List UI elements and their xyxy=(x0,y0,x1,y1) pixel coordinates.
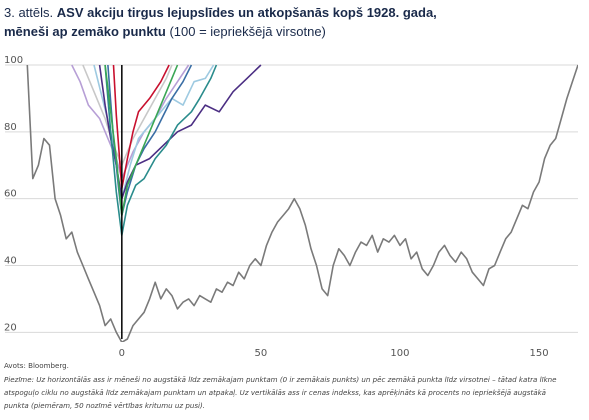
series-line xyxy=(112,64,170,190)
note-line: punkta (piemēram, 50 nozīmē vērtības kri… xyxy=(3,401,205,410)
subtitle: (100 = iepriekšējā virsotne) xyxy=(169,24,326,39)
y-tick-label: 80 xyxy=(4,122,17,133)
note-line: atspoguļo ciklu no augstākā līdz zemākaj… xyxy=(4,388,546,397)
series-line xyxy=(104,64,179,217)
chart-title: 3. attēls. ASV akciju tirgus lejupslīdes… xyxy=(4,3,484,41)
source: Avots: Bloomberg. xyxy=(4,361,69,370)
title-label: 3. attēls. xyxy=(4,5,54,20)
title-text: ASV akciju tirgus lejupslīdes un atkopša… xyxy=(4,5,437,39)
note-line: Piezīme: Uz horizontālās ass ir mēneši n… xyxy=(4,375,557,384)
series-line xyxy=(98,64,262,200)
x-tick-label: 100 xyxy=(390,348,409,359)
x-tick-label: 50 xyxy=(255,348,268,359)
y-tick-label: 60 xyxy=(4,189,17,200)
plot-area xyxy=(26,64,578,342)
series-line xyxy=(104,64,218,237)
y-tick-label: 100 xyxy=(4,55,23,66)
series-line xyxy=(82,64,173,166)
y-tick-label: 40 xyxy=(4,255,17,266)
x-tick-label: 150 xyxy=(530,348,549,359)
series-line xyxy=(26,64,578,342)
y-tick-label: 20 xyxy=(4,322,17,333)
x-tick-label: 0 xyxy=(119,348,125,359)
